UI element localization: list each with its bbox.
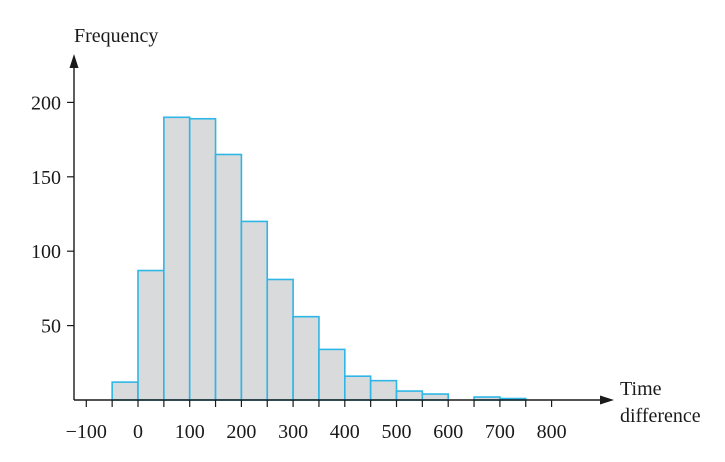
bar-200-to-250 <box>240 220 269 401</box>
y-tick-label: 150 <box>31 167 61 189</box>
x-tick-label: 400 <box>330 421 360 443</box>
x-tick-label: 800 <box>537 421 567 443</box>
x-tick-label: 100 <box>175 421 205 443</box>
bar-500-to-550 <box>395 390 424 401</box>
y-axis-arrowhead <box>69 54 79 68</box>
bar-50-to-100 <box>163 116 191 401</box>
x-axis-title: Time difference <box>620 378 701 427</box>
bar-300-to-350 <box>292 315 320 401</box>
y-tick-label: 200 <box>31 92 61 114</box>
x-tick-label: −100 <box>66 421 107 443</box>
bar--50-to-0 <box>111 381 139 401</box>
y-tick-label: 50 <box>41 316 61 338</box>
x-tick-label: 200 <box>226 421 256 443</box>
x-axis-title-line-2: difference <box>620 405 701 427</box>
histogram-bars <box>111 116 527 401</box>
y-axis-title: Frequency <box>74 25 158 47</box>
bar-350-to-400 <box>318 348 346 401</box>
y-tick-label: 100 <box>31 241 61 263</box>
bar-0-to-50 <box>137 269 165 401</box>
bar-450-to-500 <box>369 379 398 401</box>
x-ticks: −100 0 100 200 300 400 500 600 700 800 <box>66 400 567 443</box>
x-tick-label: 600 <box>433 421 463 443</box>
bar-550-to-600 <box>421 393 450 401</box>
x-axis-title-line-1: Time <box>620 378 662 400</box>
x-tick-label: 500 <box>382 421 412 443</box>
y-ticks: 50 100 150 200 <box>31 92 74 338</box>
x-axis-arrowhead <box>600 395 614 405</box>
bar-150-to-200 <box>214 153 243 401</box>
bar-100-to-150 <box>188 117 217 401</box>
x-tick-label: 700 <box>485 421 515 443</box>
x-tick-label: 300 <box>278 421 308 443</box>
bar-400-to-450 <box>343 375 372 401</box>
x-tick-label: 0 <box>133 421 143 443</box>
bar-250-to-300 <box>266 278 294 401</box>
